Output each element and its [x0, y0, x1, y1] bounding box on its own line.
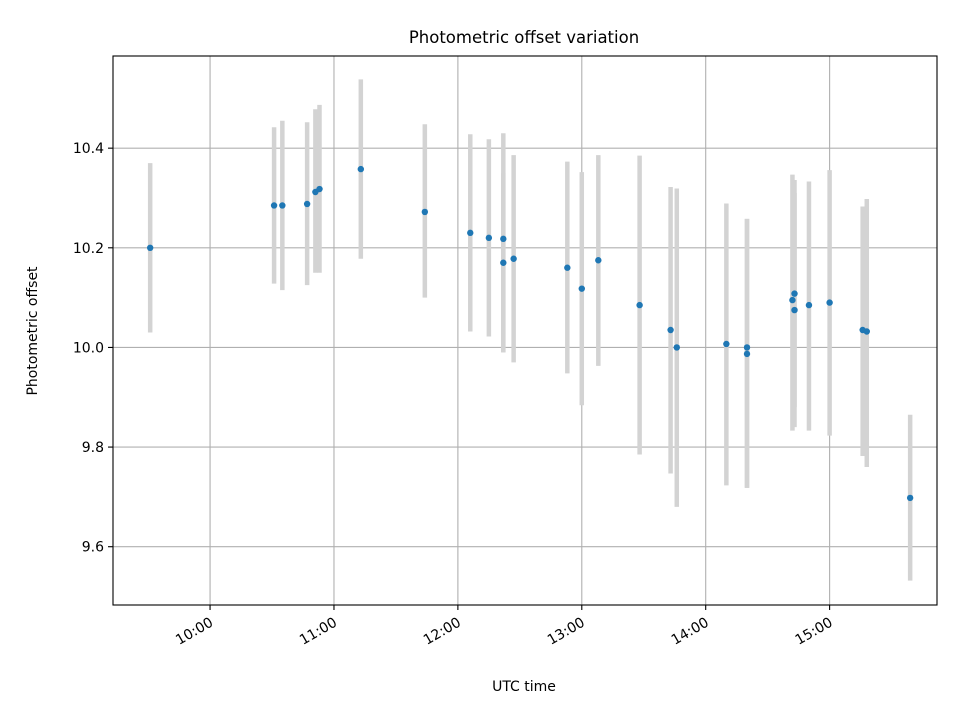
data-point [510, 255, 517, 262]
data-point [673, 344, 680, 351]
y-tick-label: 9.8 [82, 440, 104, 456]
data-point [303, 200, 311, 208]
data-point [863, 328, 870, 335]
data-point [146, 244, 154, 252]
data-point [316, 185, 323, 193]
chart-title: Photometric offset variation [409, 28, 639, 47]
x-axis-label: UTC time [492, 679, 556, 695]
data-point [578, 285, 585, 292]
y-tick-label: 9.6 [82, 540, 104, 556]
data-point [743, 344, 751, 351]
data-point [906, 494, 914, 502]
data-point [789, 296, 796, 304]
data-point [421, 208, 429, 216]
data-point [791, 306, 798, 314]
data-point [357, 165, 365, 173]
data-point [743, 350, 751, 358]
data-point [826, 299, 833, 306]
data-point [805, 301, 813, 309]
data-point [270, 202, 278, 209]
point-layer [146, 165, 914, 502]
y-tick-label: 10.2 [73, 241, 104, 257]
plot-frame [112, 55, 938, 606]
data-point [500, 259, 507, 266]
data-point [485, 234, 493, 242]
data-point [595, 257, 602, 264]
y-tick-label: 10.0 [73, 340, 104, 356]
data-point [564, 264, 571, 271]
data-point [636, 301, 643, 309]
data-point [723, 340, 730, 348]
data-point [279, 202, 286, 209]
y-axis-label: Photometric offset [25, 266, 41, 396]
data-point [667, 326, 674, 334]
data-point [791, 290, 798, 297]
y-tick-label: 10.4 [73, 141, 104, 157]
data-point [467, 229, 474, 237]
data-point [500, 235, 507, 243]
